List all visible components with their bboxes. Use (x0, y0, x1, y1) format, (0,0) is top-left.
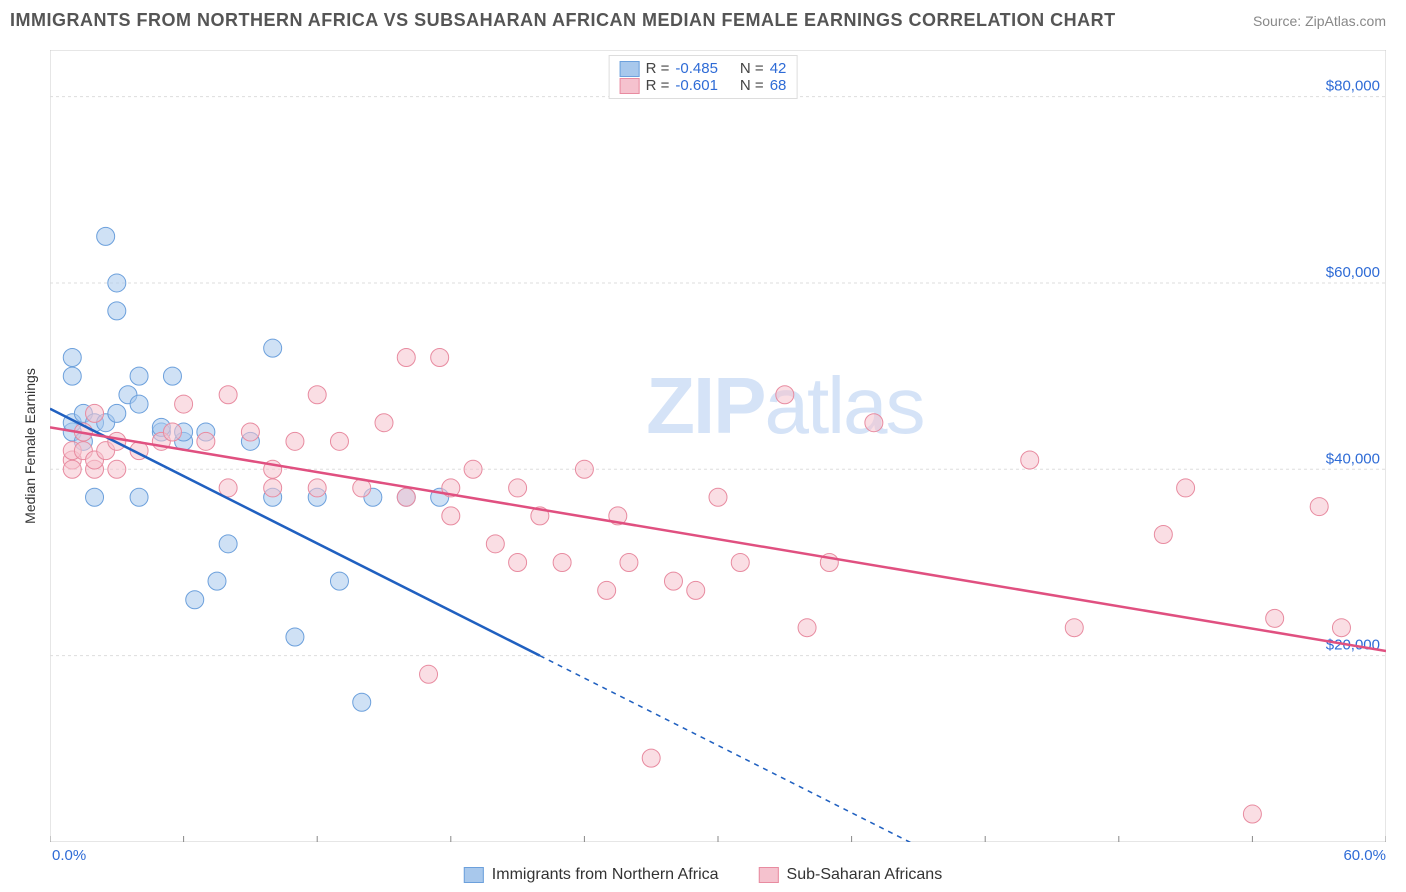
svg-text:$60,000: $60,000 (1326, 264, 1380, 281)
svg-text:$80,000: $80,000 (1326, 78, 1380, 95)
legend-row: R = -0.601 N = 68 (620, 77, 787, 94)
svg-text:$40,000: $40,000 (1326, 450, 1380, 467)
legend-r-value: -0.601 (675, 77, 718, 94)
legend-swatch (759, 867, 779, 883)
x-axis-max-label: 60.0% (1343, 847, 1386, 864)
legend-row: R = -0.485 N = 42 (620, 60, 787, 77)
legend-series-item: Sub-Saharan Africans (759, 866, 943, 884)
header: IMMIGRANTS FROM NORTHERN AFRICA VS SUBSA… (0, 0, 1406, 31)
legend-swatch (620, 78, 640, 94)
legend-r-label: R = (646, 77, 670, 94)
correlation-legend: R = -0.485 N = 42 R = -0.601 N = 68 (609, 55, 798, 99)
legend-series-label: Immigrants from Northern Africa (492, 866, 719, 884)
scatter-plot: $20,000$40,000$60,000$80,000 (50, 50, 1386, 842)
source-label: Source: ZipAtlas.com (1253, 13, 1386, 29)
legend-n-value: 42 (770, 60, 787, 77)
series-legend: Immigrants from Northern Africa Sub-Saha… (464, 866, 942, 884)
legend-r-label: R = (646, 60, 670, 77)
legend-series-label: Sub-Saharan Africans (787, 866, 943, 884)
legend-n-label: N = (740, 60, 764, 77)
legend-r-value: -0.485 (675, 60, 718, 77)
legend-series-item: Immigrants from Northern Africa (464, 866, 719, 884)
chart-title: IMMIGRANTS FROM NORTHERN AFRICA VS SUBSA… (10, 10, 1116, 31)
legend-swatch (620, 61, 640, 77)
chart-area: Median Female Earnings ZIPatlas $20,000$… (50, 50, 1386, 842)
x-axis-min-label: 0.0% (52, 847, 86, 864)
legend-n-value: 68 (770, 77, 787, 94)
legend-n-label: N = (740, 77, 764, 94)
legend-swatch (464, 867, 484, 883)
y-axis-label: Median Female Earnings (22, 368, 38, 524)
